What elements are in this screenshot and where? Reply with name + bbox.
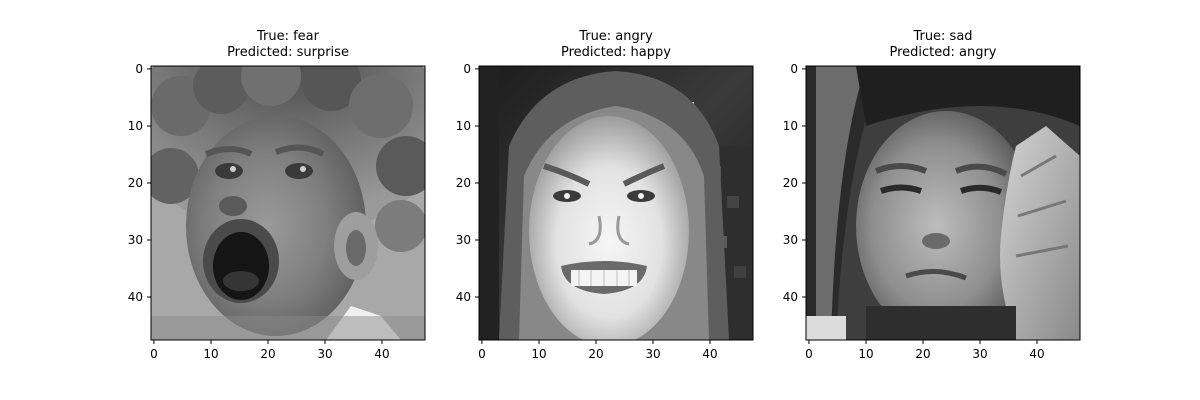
panel-3-y-tick-label: 30	[783, 233, 798, 247]
panel-2-y-tick-label: 30	[456, 233, 471, 247]
panel-1-y-tick-label: 10	[128, 119, 143, 133]
panel-2-title-true: True: angry	[578, 29, 653, 44]
panel-3-axes-frame	[805, 65, 1081, 341]
panel-1-face-image	[151, 66, 425, 340]
panel-2-y-tick-label: 0	[463, 62, 471, 76]
panel-3-y-tick-label: 20	[783, 176, 798, 190]
panel-3-x-tick-label: 10	[858, 347, 873, 361]
panel-3-y-tick-label: 40	[783, 290, 798, 304]
panel-2-y-tick-label: 20	[456, 176, 471, 190]
panel-2-y-tick-label: 40	[456, 290, 471, 304]
panel-1-title-true: True: fear	[256, 29, 320, 44]
panel-2-x-tick-label: 0	[478, 347, 486, 361]
panel-3-y-tick-label: 10	[783, 119, 798, 133]
panel-1-x-tick-label: 20	[260, 347, 275, 361]
panel-3-title-true: True: sad	[912, 29, 972, 44]
panel-2-x-tick-label: 20	[588, 347, 603, 361]
panel-1: True: fear Predicted: surprise	[128, 29, 426, 361]
panel-2-face-image	[479, 66, 753, 340]
panel-3-x-tick-label: 40	[1029, 347, 1044, 361]
panel-3-face-image	[806, 66, 1080, 340]
panel-2-x-tick-label: 30	[645, 347, 660, 361]
panel-2-x-tick-label: 10	[531, 347, 546, 361]
panel-1-y-tick-label: 40	[128, 290, 143, 304]
panel-3-title-predicted: Predicted: angry	[889, 45, 996, 60]
panel-1-x-tick-label: 30	[317, 347, 332, 361]
panel-2-axes-frame	[478, 65, 754, 341]
panel-1-x-tick-label: 0	[150, 347, 158, 361]
panel-3-x-tick-label: 20	[915, 347, 930, 361]
panel-3-x-axis: 0 10 20 30 40	[805, 340, 1045, 361]
panel-3-y-axis: 0 10 20 30 40	[783, 62, 806, 304]
panel-1-x-axis: 0 10 20 30 40	[150, 340, 390, 361]
panel-1-y-tick-label: 20	[128, 176, 143, 190]
panel-2-x-axis: 0 10 20 30 40	[478, 340, 718, 361]
panel-1-y-tick-label: 0	[135, 62, 143, 76]
panel-1-axes-frame	[150, 65, 426, 341]
panel-1-x-tick-label: 10	[203, 347, 218, 361]
panel-2-x-tick-label: 40	[702, 347, 717, 361]
panel-2-y-tick-label: 10	[456, 119, 471, 133]
panel-1-y-tick-label: 30	[128, 233, 143, 247]
panel-2-title-predicted: Predicted: happy	[561, 45, 671, 60]
panel-3-x-tick-label: 0	[805, 347, 813, 361]
panel-3-x-tick-label: 30	[972, 347, 987, 361]
panel-2-y-axis: 0 10 20 30 40	[456, 62, 479, 304]
panel-2: True: angry Predicted: happy	[456, 29, 754, 361]
panel-3: True: sad Predicted: angry	[783, 29, 1081, 361]
panel-1-x-tick-label: 40	[374, 347, 389, 361]
panel-1-y-axis: 0 10 20 30 40	[128, 62, 151, 304]
panel-1-title-predicted: Predicted: surprise	[227, 45, 349, 60]
panel-3-y-tick-label: 0	[790, 62, 798, 76]
